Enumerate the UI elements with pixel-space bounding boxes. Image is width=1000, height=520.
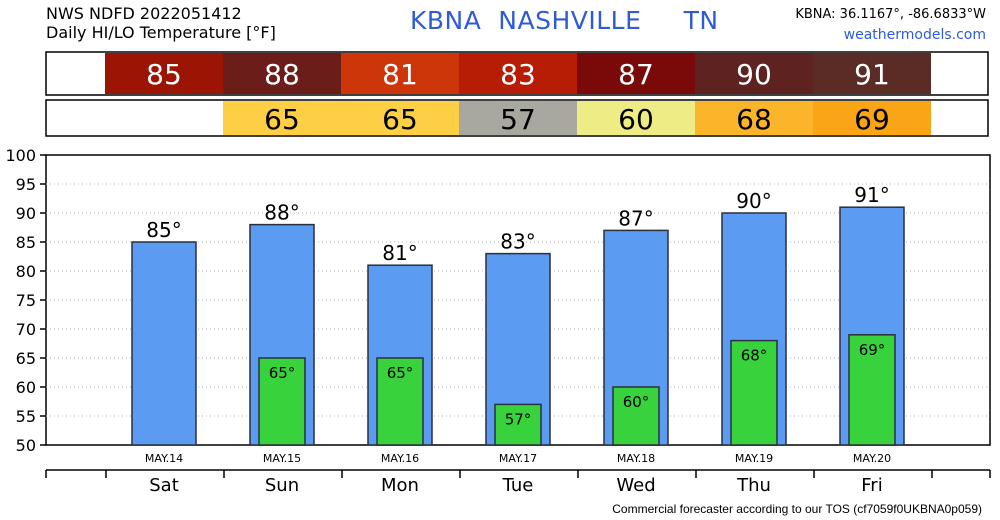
lo-strip-cell [223, 101, 341, 135]
lo-strip-cell [341, 101, 459, 135]
temperature-chart: 85 88 65 81 65 83 57 87 60 90 68 91 69 50 55 60 65 70 75 8… [5, 51, 991, 496]
hi-strip-cell [223, 53, 341, 94]
y-tick-label: 55 [16, 407, 36, 426]
temperature-strips: 85 88 65 81 65 83 57 87 60 90 68 91 69 [45, 51, 989, 137]
lo-strip-value: 57 [500, 103, 536, 136]
hi-bar-label: 83° [500, 230, 535, 254]
hi-strip-cell [459, 53, 577, 94]
date-label: MAY.19 [735, 452, 773, 465]
lo-bar [494, 403, 542, 446]
lo-bar-label: 65° [387, 364, 414, 382]
hi-strip-value: 83 [500, 58, 536, 91]
y-tick-label: 100 [5, 146, 36, 165]
lo-bar [258, 357, 306, 446]
coordinates: KBNA: 36.1167°, -86.6833°W [795, 7, 986, 22]
hi-strip-cell [695, 53, 813, 94]
hi-strip-value: 87 [618, 58, 654, 91]
y-tick-label: 50 [16, 436, 36, 455]
station-id: KBNA [410, 6, 482, 35]
header-info: NWS NDFD 2022051412 Daily HI/LO Temperat… [46, 4, 276, 42]
day-label: Wed [616, 475, 655, 496]
hi-strip-cell [813, 53, 931, 94]
site-link[interactable]: weathermodels.com [843, 27, 986, 43]
y-tick-label: 85 [16, 233, 36, 252]
hi-bar-label: 85° [146, 218, 181, 242]
location-title: KBNA NASHVILLE TN [410, 6, 719, 35]
date-label: MAY.14 [145, 452, 183, 465]
day-label: Sat [149, 475, 179, 496]
hi-bar-label: 81° [382, 241, 417, 265]
lo-strip-value: 65 [382, 103, 418, 136]
y-tick-label: 75 [16, 291, 36, 310]
hi-bar-label: 87° [618, 206, 653, 230]
lo-strip-value: 60 [618, 103, 654, 136]
lo-strip-cell [695, 101, 813, 135]
hi-strip-cell [577, 53, 695, 94]
hi-strip-cell [105, 53, 223, 94]
y-tick-label: 80 [16, 262, 36, 281]
day-label: Thu [736, 475, 771, 496]
hi-strip-value: 91 [854, 58, 890, 91]
hi-bar-label: 88° [264, 201, 299, 225]
header-right: KBNA: 36.1167°, -86.6833°W weathermodels… [795, 5, 986, 45]
y-tick-label: 60 [16, 378, 36, 397]
y-tick-label: 70 [16, 320, 36, 339]
lo-strip-value: 69 [854, 103, 890, 136]
lo-strip-value: 65 [264, 103, 300, 136]
lo-strip-cell [459, 101, 577, 135]
hi-strip-value: 85 [146, 58, 182, 91]
model-run-label: NWS NDFD 2022051412 [46, 4, 242, 23]
hi-strip-value: 88 [264, 58, 300, 91]
lo-bar-label: 69° [859, 341, 886, 359]
lo-bar-label: 57° [505, 410, 532, 428]
date-label: MAY.17 [499, 452, 537, 465]
y-tick-label: 95 [16, 175, 36, 194]
day-label: Mon [381, 475, 419, 496]
hi-bar-label: 91° [854, 183, 889, 207]
chart-axes: MAY.14 Sat MAY.15 Sun MAY.16 Mon MAY.17 Tue MAY.… [45, 452, 991, 496]
date-label: MAY.16 [381, 452, 419, 465]
chart-bars: 85° 88° 65° 81° 65° 83° 57° 87° 60° 90° 68° 91° 69° [131, 183, 905, 446]
state-name: TN [683, 6, 719, 35]
day-label: Sun [265, 475, 299, 496]
lo-bar [612, 386, 660, 446]
hi-strip-value: 81 [382, 58, 418, 91]
lo-bar [730, 339, 778, 446]
y-tick-label: 90 [16, 204, 36, 223]
date-label: MAY.20 [853, 452, 891, 465]
day-label: Tue [502, 475, 534, 496]
date-label: MAY.15 [263, 452, 301, 465]
date-label: MAY.18 [617, 452, 655, 465]
hi-strip-cell [341, 53, 459, 94]
hi-bar [131, 241, 197, 446]
hi-strip-value: 90 [736, 58, 772, 91]
y-tick-label: 65 [16, 349, 36, 368]
lo-bar-label: 68° [741, 347, 768, 365]
city-name: NASHVILLE [498, 6, 642, 35]
day-label: Fri [861, 475, 882, 496]
hi-bar-label: 90° [736, 189, 771, 213]
lo-bar [848, 334, 896, 446]
lo-bar [376, 357, 424, 446]
product-label: Daily HI/LO Temperature [°F] [46, 23, 276, 42]
lo-bar-label: 60° [623, 393, 650, 411]
lo-strip-cell [577, 101, 695, 135]
lo-bar-label: 65° [269, 364, 296, 382]
lo-strip-cell [813, 101, 931, 135]
lo-strip-value: 68 [736, 103, 772, 136]
footer-note: Commercial forecaster according to our T… [612, 502, 982, 516]
